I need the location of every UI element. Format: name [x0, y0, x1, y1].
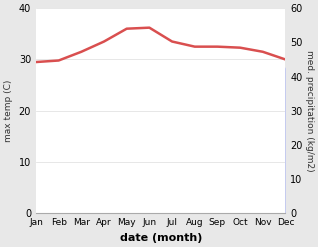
- X-axis label: date (month): date (month): [120, 233, 202, 243]
- Y-axis label: med. precipitation (kg/m2): med. precipitation (kg/m2): [305, 50, 314, 172]
- Y-axis label: max temp (C): max temp (C): [4, 80, 13, 142]
